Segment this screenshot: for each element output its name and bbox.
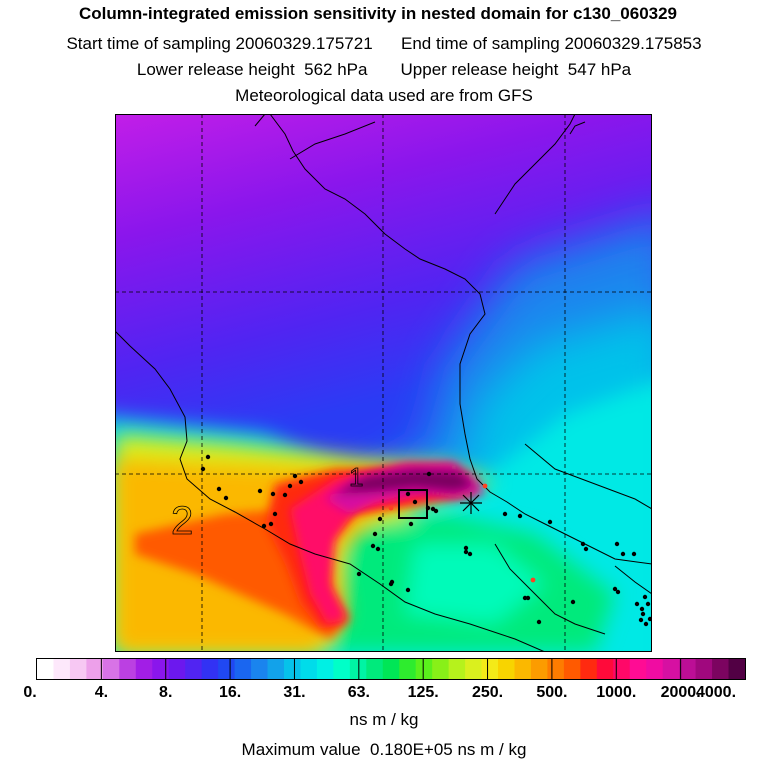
colorbar-tick-label: 2000.: [660, 684, 701, 701]
colorbar-swatch: [415, 659, 433, 679]
colorbar-units: ns m / kg: [349, 710, 419, 729]
orange-dots: [388, 483, 536, 583]
colorbar-tick-label: 63.: [347, 684, 370, 701]
colorbar-swatch: [547, 659, 565, 679]
colorbar-swatch: [218, 659, 236, 679]
colorbar: [36, 658, 746, 680]
colorbar-tick-label: 250.: [471, 684, 504, 701]
colorbar-swatch: [498, 659, 515, 679]
colorbar-swatch: [596, 659, 614, 679]
colorbar-swatch: [712, 659, 730, 679]
colorbar-swatch: [267, 659, 285, 679]
colorbar-swatch: [366, 659, 384, 679]
map-frame: [115, 114, 652, 652]
upper-release-label: Upper release height 547 hPa: [400, 60, 632, 79]
chart-title: Column-integrated emission sensitivity i…: [78, 4, 678, 23]
colorbar-tick-label: 8.: [159, 684, 173, 701]
colorbar-tick-label: 1000.: [596, 684, 637, 701]
borders: [115, 114, 652, 652]
colorbar-ticks: 0. 4. 8. 16. 31. 63. 125. 250. 500. 1000. 2000. 400…: [0, 684, 768, 706]
colorbar-swatch: [679, 659, 697, 679]
colorbar-swatch: [695, 659, 713, 679]
met-data-label: Meteorological data used are from GFS: [235, 86, 533, 105]
release-heights: Lower release height 562 hPa Upper relea…: [0, 60, 768, 80]
region-label-1: 1: [349, 462, 363, 492]
colorbar-swatch: [152, 659, 170, 679]
colorbar-swatch: [662, 659, 680, 679]
colorbar-swatch: [646, 659, 664, 679]
maximum-value-label: Maximum value 0.180E+05 ns m / kg: [241, 740, 527, 759]
colorbar-frame: [36, 658, 746, 680]
colorbar-swatch: [251, 659, 269, 679]
colorbar-swatch: [316, 659, 334, 679]
region-label-2: 2: [171, 499, 193, 543]
colorbar-swatch: [185, 659, 203, 679]
colorbar-tick-label: 125.: [407, 684, 439, 701]
colorbar-swatch: [465, 659, 483, 679]
colorbar-swatch: [629, 659, 647, 679]
start-time-label: Start time of sampling 20060329.175721: [66, 34, 373, 53]
colorbar-swatch: [300, 659, 318, 679]
colorbar-swatch: [514, 659, 532, 679]
colorbar-tick-label: 16.: [218, 684, 242, 701]
colorbar-tick-label: 0.: [23, 684, 37, 701]
sensitivity-map: 1 2: [115, 114, 652, 652]
colorbar-swatch: [201, 659, 219, 679]
colorbar-swatch: [168, 659, 186, 679]
colorbar-swatch: [448, 659, 466, 679]
colorbar-tick-label: 4000.: [695, 684, 737, 701]
colorbar-swatch: [119, 659, 137, 679]
lower-release-label: Lower release height 562 hPa: [136, 60, 368, 79]
colorbar-swatch: [563, 659, 581, 679]
colorbar-swatch: [234, 659, 252, 679]
colorbar-swatch: [333, 659, 351, 679]
colorbar-swatch: [69, 659, 87, 679]
colorbar-swatch: [86, 659, 104, 679]
graticule: [115, 114, 652, 652]
colorbar-swatch: [399, 659, 417, 679]
sampling-times: Start time of sampling 20060329.175721 E…: [0, 34, 768, 54]
colorbar-swatch: [481, 659, 499, 679]
colorbar-swatch: [283, 659, 301, 679]
colorbar-swatch: [728, 659, 746, 679]
colorbar-swatch: [37, 659, 54, 679]
colorbar-tick-label: 4.: [94, 684, 109, 701]
end-time-label: End time of sampling 20060329.175853: [401, 34, 702, 53]
colorbar-swatch: [53, 659, 71, 679]
colorbar-swatch: [432, 659, 450, 679]
colorbar-tick-label: 500.: [536, 684, 568, 701]
release-box: [398, 489, 428, 519]
colorbar-swatch: [382, 659, 400, 679]
receptor-star: [460, 492, 482, 514]
colorbar-swatch: [580, 659, 598, 679]
colorbar-swatch: [135, 659, 153, 679]
colorbar-swatch: [530, 659, 548, 679]
colorbar-swatch: [102, 659, 120, 679]
station-dots: [200, 454, 652, 627]
colorbar-swatch: [613, 659, 631, 679]
colorbar-tick-label: 31.: [283, 684, 306, 701]
